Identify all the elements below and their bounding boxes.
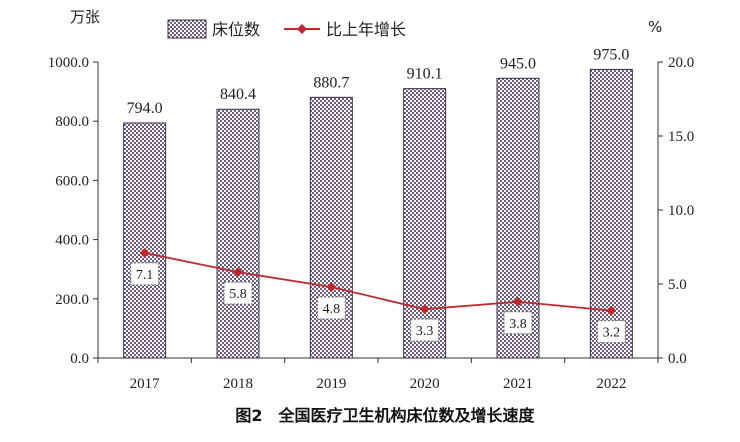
legend-line-marker — [297, 24, 307, 34]
bar — [403, 88, 447, 359]
growth-label-box — [223, 281, 253, 305]
growth-line-path — [144, 252, 612, 312]
x-axis-tick-label: 2018 — [223, 376, 253, 392]
growth-marker — [326, 281, 337, 292]
axes: 0.0 200.0 400.0 600.0 800.0 1000.0 0.0 5.0 10.0 1… — [48, 55, 695, 392]
growth-label-box — [130, 262, 160, 286]
legend-bar-swatch — [167, 19, 207, 39]
growth-value-label: 3.8 — [509, 317, 527, 332]
growth-label-box — [503, 311, 533, 335]
x-axis-tick-label: 2019 — [316, 376, 346, 392]
bar-value-label: 945.0 — [500, 55, 536, 72]
left-axis-tick-label: 1000.0 — [48, 55, 89, 71]
growth-value-label: 3.3 — [416, 324, 434, 339]
growth-label-box — [410, 318, 440, 342]
bar-value-label: 975.0 — [593, 46, 629, 63]
growth-marker — [513, 296, 523, 307]
right-axis-tick-label: 10.0 — [668, 203, 694, 219]
bars: 794.0 840.4 880.7 910.1 945.0 975.0 — [123, 46, 633, 359]
x-axis-tick-label: 2022 — [596, 376, 626, 392]
left-axis-tick-label: 0.0 — [70, 351, 89, 367]
growth-marker — [233, 267, 243, 278]
legend-line-label: 比上年增长 — [326, 20, 406, 39]
bar-value-label: 794.0 — [127, 100, 163, 117]
bar-value-label: 880.7 — [313, 74, 349, 91]
growth-value-label: 5.8 — [229, 287, 247, 302]
left-axis-tick-label: 200.0 — [55, 292, 89, 308]
bar-value-label: 910.1 — [407, 66, 443, 83]
chart-caption: 图2 全国医疗卫生机构床位数及增长速度 — [235, 406, 535, 425]
left-axis-tick-label: 800.0 — [55, 114, 89, 130]
growth-value-label: 7.1 — [136, 268, 154, 283]
legend: 床位数 比上年增长 — [167, 19, 406, 39]
x-axis-tick-label: 2020 — [410, 376, 440, 392]
legend-bar-label: 床位数 — [212, 20, 260, 39]
x-axis-tick-label: 2021 — [503, 376, 533, 392]
growth-value-label: 4.8 — [323, 302, 341, 317]
right-axis-tick-label: 0.0 — [668, 351, 687, 367]
growth-label-box — [596, 320, 626, 344]
growth-line: 7.1 5.8 4.8 3.3 3.8 3.2 — [130, 247, 626, 344]
right-axis-tick-label: 5.0 — [668, 277, 687, 293]
left-axis-tick-label: 600.0 — [55, 173, 89, 189]
growth-marker — [139, 247, 150, 258]
growth-label-box — [316, 296, 346, 320]
growth-value-label: 3.2 — [603, 326, 621, 341]
growth-marker — [419, 304, 430, 315]
right-axis-tick-label: 20.0 — [668, 55, 694, 71]
right-unit-label: % — [648, 18, 662, 36]
bar — [216, 108, 260, 359]
left-unit-label: 万张 — [70, 8, 100, 26]
right-axis-tick-label: 15.0 — [668, 129, 694, 145]
bar-value-label: 840.4 — [220, 86, 256, 103]
growth-marker — [606, 305, 617, 316]
left-axis-tick-label: 400.0 — [55, 233, 89, 249]
bar — [123, 122, 167, 359]
x-axis-tick-label: 2017 — [130, 376, 161, 392]
